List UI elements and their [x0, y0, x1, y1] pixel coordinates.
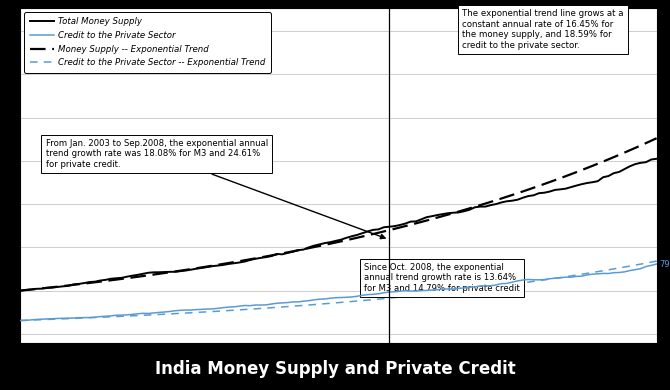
Text: From Jan. 2003 to Sep.2008, the exponential annual
trend growth rate was 18.08% : From Jan. 2003 to Sep.2008, the exponent…	[46, 139, 385, 239]
Text: 79.61: 79.61	[659, 259, 670, 268]
Text: The exponential trend line grows at a
constant annual rate of 16.45% for
the mon: The exponential trend line grows at a co…	[462, 9, 624, 50]
Text: Since Oct. 2008, the exponential
annual trend growth rate is 13.64%
for M3 and 1: Since Oct. 2008, the exponential annual …	[364, 263, 520, 293]
Text: India Money Supply and Private Credit: India Money Supply and Private Credit	[155, 360, 515, 378]
Legend: Total Money Supply, Credit to the Private Sector, Money Supply -- Exponential Tr: Total Money Supply, Credit to the Privat…	[24, 12, 271, 73]
